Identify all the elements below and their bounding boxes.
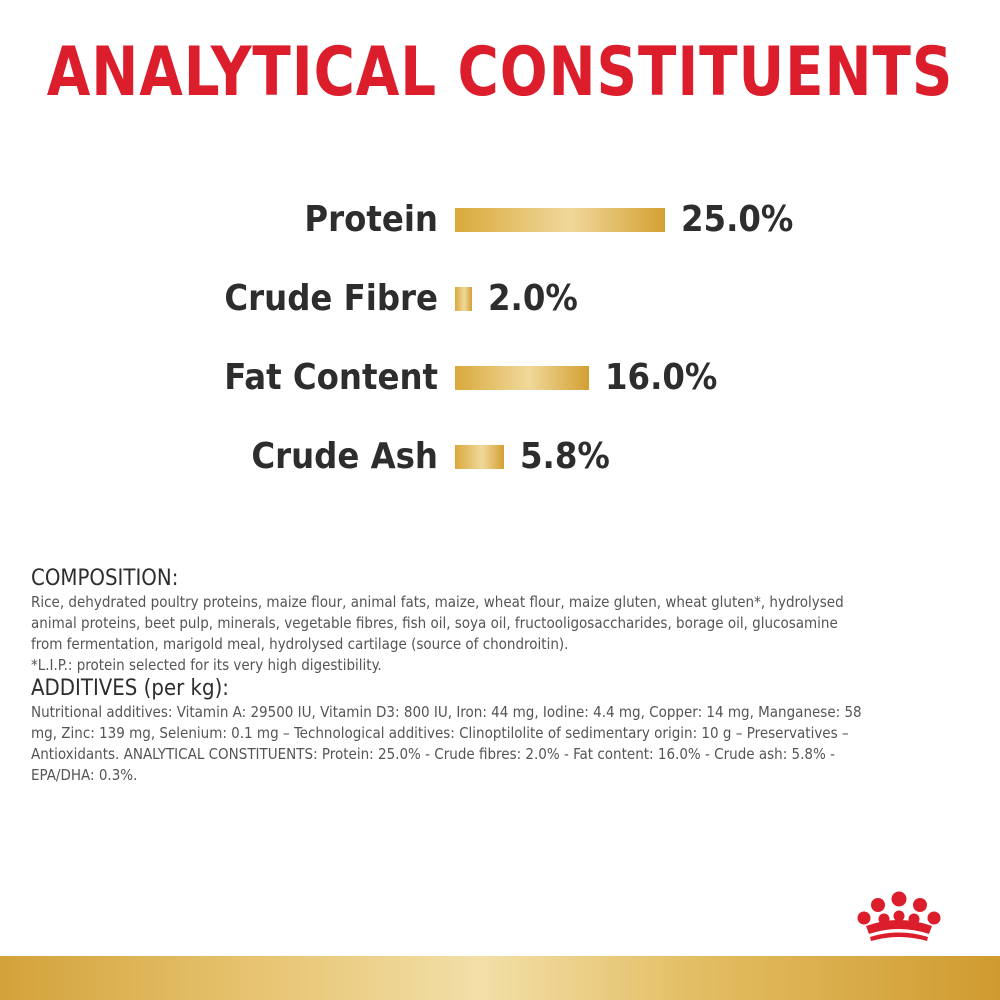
chart-row: Protein 25.0% [0,195,1000,245]
bar [455,366,589,390]
bar [455,445,504,469]
composition-heading: COMPOSITION: [31,566,179,591]
additives-heading: ADDITIVES (per kg): [31,676,229,701]
chart-row: Fat Content 16.0% [0,353,1000,403]
additives-line: Antioxidants. ANALYTICAL CONSTITUENTS: P… [31,745,835,763]
category-label: Protein [304,199,438,240]
chart-row: Crude Fibre 2.0% [0,274,1000,324]
additives-line: EPA/DHA: 0.3%. [31,766,138,784]
additives-line: Nutritional additives: Vitamin A: 29500 … [31,703,862,721]
chart-row: Crude Ash 5.8% [0,432,1000,482]
value-label: 5.8% [520,436,610,477]
value-label: 25.0% [681,199,794,240]
category-label: Crude Ash [251,436,438,477]
composition-line: Rice, dehydrated poultry proteins, maize… [31,593,844,611]
category-label: Fat Content [224,357,438,398]
composition-footnote: *L.I.P.: protein selected for its very h… [31,656,382,674]
value-label: 2.0% [488,278,578,319]
composition-line: from fermentation, marigold meal, hydrol… [31,635,569,653]
bar [455,287,472,311]
additives-line: mg, Zinc: 139 mg, Selenium: 0.1 mg – Tec… [31,724,849,742]
value-label: 16.0% [605,357,718,398]
bar [455,208,665,232]
composition-section: COMPOSITION: Rice, dehydrated poultry pr… [31,566,971,786]
page-title: ANALYTICAL CONSTITUENTS [46,33,954,112]
gold-footer-band [0,956,1000,1000]
crown-icon [857,891,941,941]
composition-line: animal proteins, beet pulp, minerals, ve… [31,614,838,632]
category-label: Crude Fibre [224,278,438,319]
